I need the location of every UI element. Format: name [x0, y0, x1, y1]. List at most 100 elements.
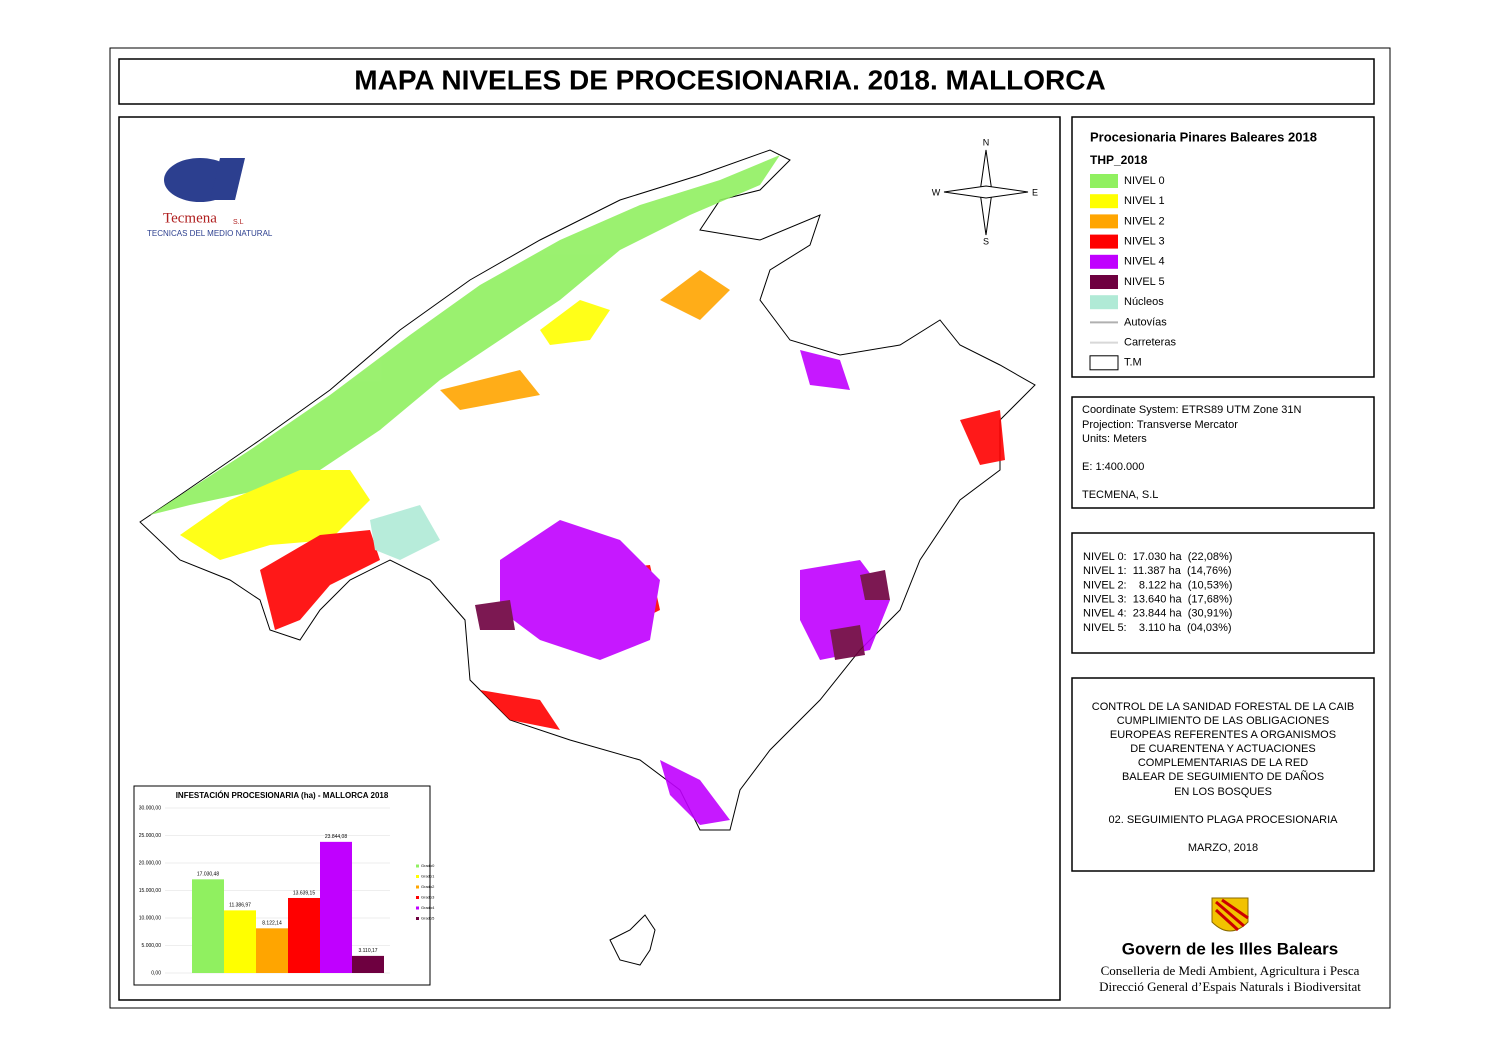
- outer-frame: [109, 47, 1391, 1009]
- title-box: [118, 58, 1375, 105]
- control-line: 02. SEGUIMIENTO PLAGA PROCESIONARIA: [1108, 814, 1338, 826]
- legend-label: NIVEL 0: [1124, 175, 1165, 187]
- control-line: EN LOS BOSQUES: [1174, 786, 1272, 798]
- legend-label: NIVEL 3: [1124, 236, 1165, 248]
- value-label: 8.122,14: [262, 921, 282, 927]
- control-line: COMPLEMENTARIAS DE LA RED: [1138, 757, 1308, 769]
- legend-label: Grado5: [421, 916, 435, 921]
- info-line: Units: Meters: [1082, 433, 1147, 445]
- y-tick-label: 25.000,00: [139, 833, 161, 839]
- control-line: MARZO, 2018: [1188, 842, 1258, 854]
- info-line: Projection: Transverse Mercator: [1082, 419, 1238, 431]
- y-tick-label: 0,00: [151, 970, 161, 976]
- info-box: [1071, 396, 1375, 509]
- legend-swatch: [1090, 234, 1118, 249]
- compass: N E S W: [932, 137, 1038, 246]
- bar: [224, 910, 256, 973]
- stats-line: NIVEL 2: 8.122 ha (10,53%): [1083, 579, 1232, 591]
- logo-suffix: S.L: [233, 219, 244, 226]
- info-line: TECMENA, S.L: [1082, 489, 1158, 501]
- bar: [256, 928, 288, 973]
- legend-label: Grado1: [421, 874, 435, 879]
- control-line: BALEAR DE SEGUIMIENTO DE DAÑOS: [1122, 770, 1324, 783]
- legend-swatch: [1090, 254, 1118, 269]
- control-box: [1071, 677, 1375, 872]
- level1-area: [540, 300, 610, 345]
- footer-dept: Conselleria de Medi Ambient, Agricultura…: [1101, 963, 1360, 978]
- legend-swatch: [1090, 214, 1118, 229]
- legend-label: Autovías: [1124, 316, 1167, 328]
- y-tick-label: 15.000,00: [139, 888, 161, 894]
- y-tick-label: 30.000,00: [139, 805, 161, 811]
- stats-box: [1071, 532, 1375, 654]
- legend-label: Grado2: [421, 884, 435, 889]
- value-label: 17.030,48: [197, 872, 219, 878]
- legend-swatch: [416, 906, 419, 910]
- stats-line: NIVEL 3: 13.640 ha (17,68%): [1083, 594, 1232, 606]
- island-map: [139, 149, 1036, 966]
- legend-label: Grado3: [421, 895, 435, 900]
- logo-tagline: TECNICAS DEL MEDIO NATURAL: [147, 229, 273, 238]
- legend-swatch: [1089, 355, 1119, 371]
- legend-swatch: [1090, 295, 1118, 310]
- legend-label: NIVEL 2: [1124, 215, 1165, 227]
- y-tick-label: 5.000,00: [142, 943, 162, 949]
- control-line: CUMPLIMIENTO DE LAS OBLIGACIONES: [1117, 715, 1330, 727]
- legend-swatch: [1090, 194, 1118, 209]
- legend-swatch: [416, 864, 419, 868]
- bar: [320, 841, 352, 973]
- title: MAPA NIVELES DE PROCESIONARIA. 2018. MAL…: [354, 64, 1105, 95]
- map-frame: [118, 116, 1061, 1001]
- legend-box: [1071, 116, 1375, 378]
- bar: [288, 897, 320, 973]
- level3-area: [960, 410, 1005, 465]
- legend-swatch: [416, 896, 419, 899]
- logo-mark: [210, 158, 245, 200]
- compass-n: N: [983, 137, 990, 147]
- control-line: EUROPEAS REFERENTES A ORGANISMOS: [1110, 729, 1336, 741]
- value-label: 23.844,08: [325, 834, 347, 840]
- chart-title: INFESTACIÓN PROCESIONARIA (ha) - MALLORC…: [176, 791, 389, 800]
- y-tick-label: 20.000,00: [139, 860, 161, 866]
- logo-name: Tecmena: [163, 210, 217, 226]
- level5-area: [860, 570, 890, 600]
- control-line: DE CUARENTENA Y ACTUACIONES: [1130, 743, 1315, 755]
- level3-area: [480, 690, 560, 730]
- level3-area: [260, 530, 380, 630]
- level5-area: [475, 600, 515, 630]
- stats-line: NIVEL 1: 11.387 ha (14,76%): [1083, 565, 1232, 577]
- legend-label: Carreteras: [1124, 337, 1176, 349]
- cabrera-island: [609, 914, 656, 966]
- level2-area: [440, 370, 540, 410]
- bar: [352, 955, 384, 973]
- level5-area: [830, 625, 865, 660]
- compass-w: W: [932, 187, 941, 197]
- logo: Tecmena S.L TECNICAS DEL MEDIO NATURAL: [147, 158, 273, 238]
- level0-area: [150, 155, 780, 515]
- legend-label: Grado4: [421, 905, 435, 910]
- info-line: Coordinate System: ETRS89 UTM Zone 31N: [1082, 404, 1302, 416]
- legend-swatch: [1090, 275, 1118, 289]
- compass-e: E: [1032, 187, 1038, 197]
- level2-area: [660, 270, 730, 320]
- y-tick-label: 10.000,00: [139, 915, 161, 921]
- legend-label: T.M: [1124, 357, 1142, 369]
- legend-label: NIVEL 1: [1124, 195, 1165, 207]
- control-line: CONTROL DE LA SANIDAD FORESTAL DE LA CAI…: [1092, 701, 1354, 713]
- legend-subtitle: THP_2018: [1090, 153, 1148, 167]
- value-label: 13.639,15: [293, 890, 315, 896]
- footer: Govern de les Illes Balears Conselleria …: [1099, 897, 1361, 994]
- legend-title: Procesionaria Pinares Baleares 2018: [1090, 129, 1317, 144]
- legend-label: NIVEL 5: [1124, 276, 1165, 288]
- legend-swatch: [1090, 174, 1118, 188]
- legend-label: Núcleos: [1124, 296, 1164, 308]
- level4-area: [660, 760, 730, 825]
- value-label: 11.386,97: [229, 903, 251, 909]
- legend-swatch: [416, 917, 419, 920]
- legend-label: NIVEL 4: [1124, 256, 1165, 268]
- compass-s: S: [983, 236, 989, 246]
- urban-area: [370, 505, 440, 560]
- stats-line: NIVEL 4: 23.844 ha (30,91%): [1083, 608, 1232, 620]
- stats-line: NIVEL 0: 17.030 ha (22,08%): [1083, 551, 1232, 563]
